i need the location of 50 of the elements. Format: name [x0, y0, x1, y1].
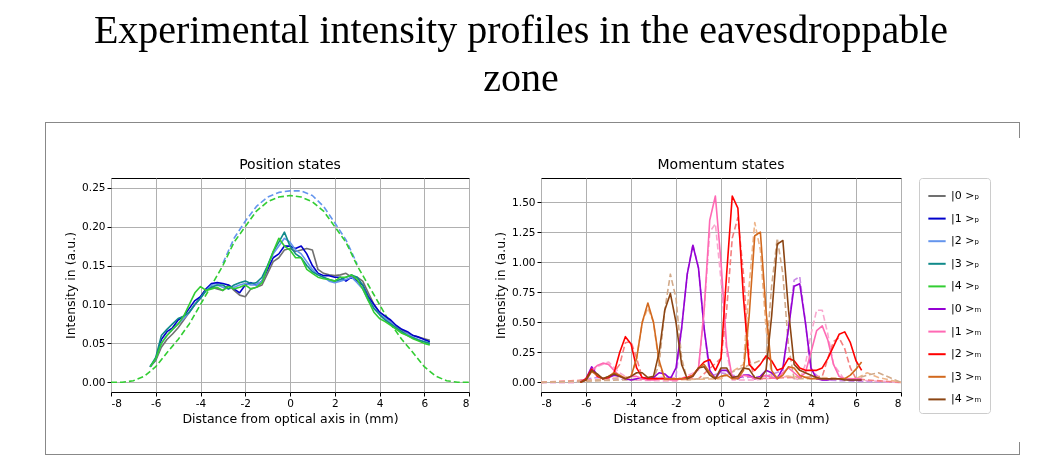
chart-subtitle: Position states	[239, 156, 341, 172]
y-tick-label: 1.50	[512, 195, 536, 208]
y-tick-label: 0.05	[82, 336, 106, 349]
x-tick-label: -6	[151, 396, 162, 409]
x-tick-label: -2	[671, 396, 682, 409]
x-tick-label: 2	[763, 396, 770, 409]
x-tick-label: 4	[808, 396, 816, 409]
chart-title: Momentum states	[657, 155, 785, 172]
x-axis-title: Distance from optical axis in (mm)	[613, 411, 830, 426]
y-axis-title: Intensity in (a.u.)	[493, 231, 509, 340]
legend-label: |4 >ₘ	[951, 392, 982, 406]
x-tick-label: -4	[626, 396, 638, 409]
y-tick-label: 1.00	[512, 255, 536, 268]
legend-label: |1 >ₘ	[951, 324, 982, 338]
y-axis-title: Intensity in (a.u.)	[63, 231, 79, 340]
y-tick-label: 0.15	[82, 259, 106, 272]
x-tick-label: 6	[853, 396, 861, 409]
x-tick-label: 4	[376, 396, 384, 409]
x-tick-label: 0	[718, 396, 725, 409]
y-tick-label: 0.25	[512, 345, 536, 358]
y-tick-label: 0.10	[82, 297, 106, 310]
x-tick-label: 0	[287, 396, 294, 409]
line-series	[111, 194, 469, 384]
legend-label: |2 >ₘ	[951, 347, 982, 361]
text: |2 >ₚ	[951, 234, 980, 248]
x-tick-label: 6	[421, 396, 429, 409]
y-tick-label: 0.75	[512, 285, 536, 298]
x-tick-label: -8	[541, 396, 552, 409]
y-tick-label: 0.20	[82, 220, 106, 233]
text: |0 >ₚ	[951, 189, 980, 202]
chart-title: Experimental intensity profiles in the eavesdroppable zone	[92, 6, 950, 102]
y-tick-label: 0.00	[82, 375, 106, 388]
y-tick-label: 1.25	[512, 225, 536, 238]
x-tick-label: -8	[111, 396, 122, 409]
legend-label: |3 >ₘ	[951, 369, 982, 383]
y-tick-label: 0.00	[512, 375, 536, 388]
x-tick-label: 8	[894, 396, 902, 409]
legend-label: |0 >ₘ	[951, 302, 982, 315]
x-axis-title: Distance from optical axis in (mm)	[182, 411, 399, 426]
x-tick-label: -2	[240, 396, 251, 409]
y-tick-label: 0.25	[82, 181, 106, 194]
text: |1 >ₚ	[951, 211, 980, 225]
y-tick-label: 0.50	[512, 315, 536, 328]
x-tick-label: -4	[195, 396, 207, 409]
text: |3 >ₚ	[951, 256, 980, 270]
text: |4 >ₚ	[951, 279, 980, 293]
line-series	[222, 190, 358, 265]
x-tick-label: 2	[331, 396, 339, 409]
x-tick-label: 8	[462, 396, 470, 409]
x-tick-label: -6	[581, 396, 593, 409]
